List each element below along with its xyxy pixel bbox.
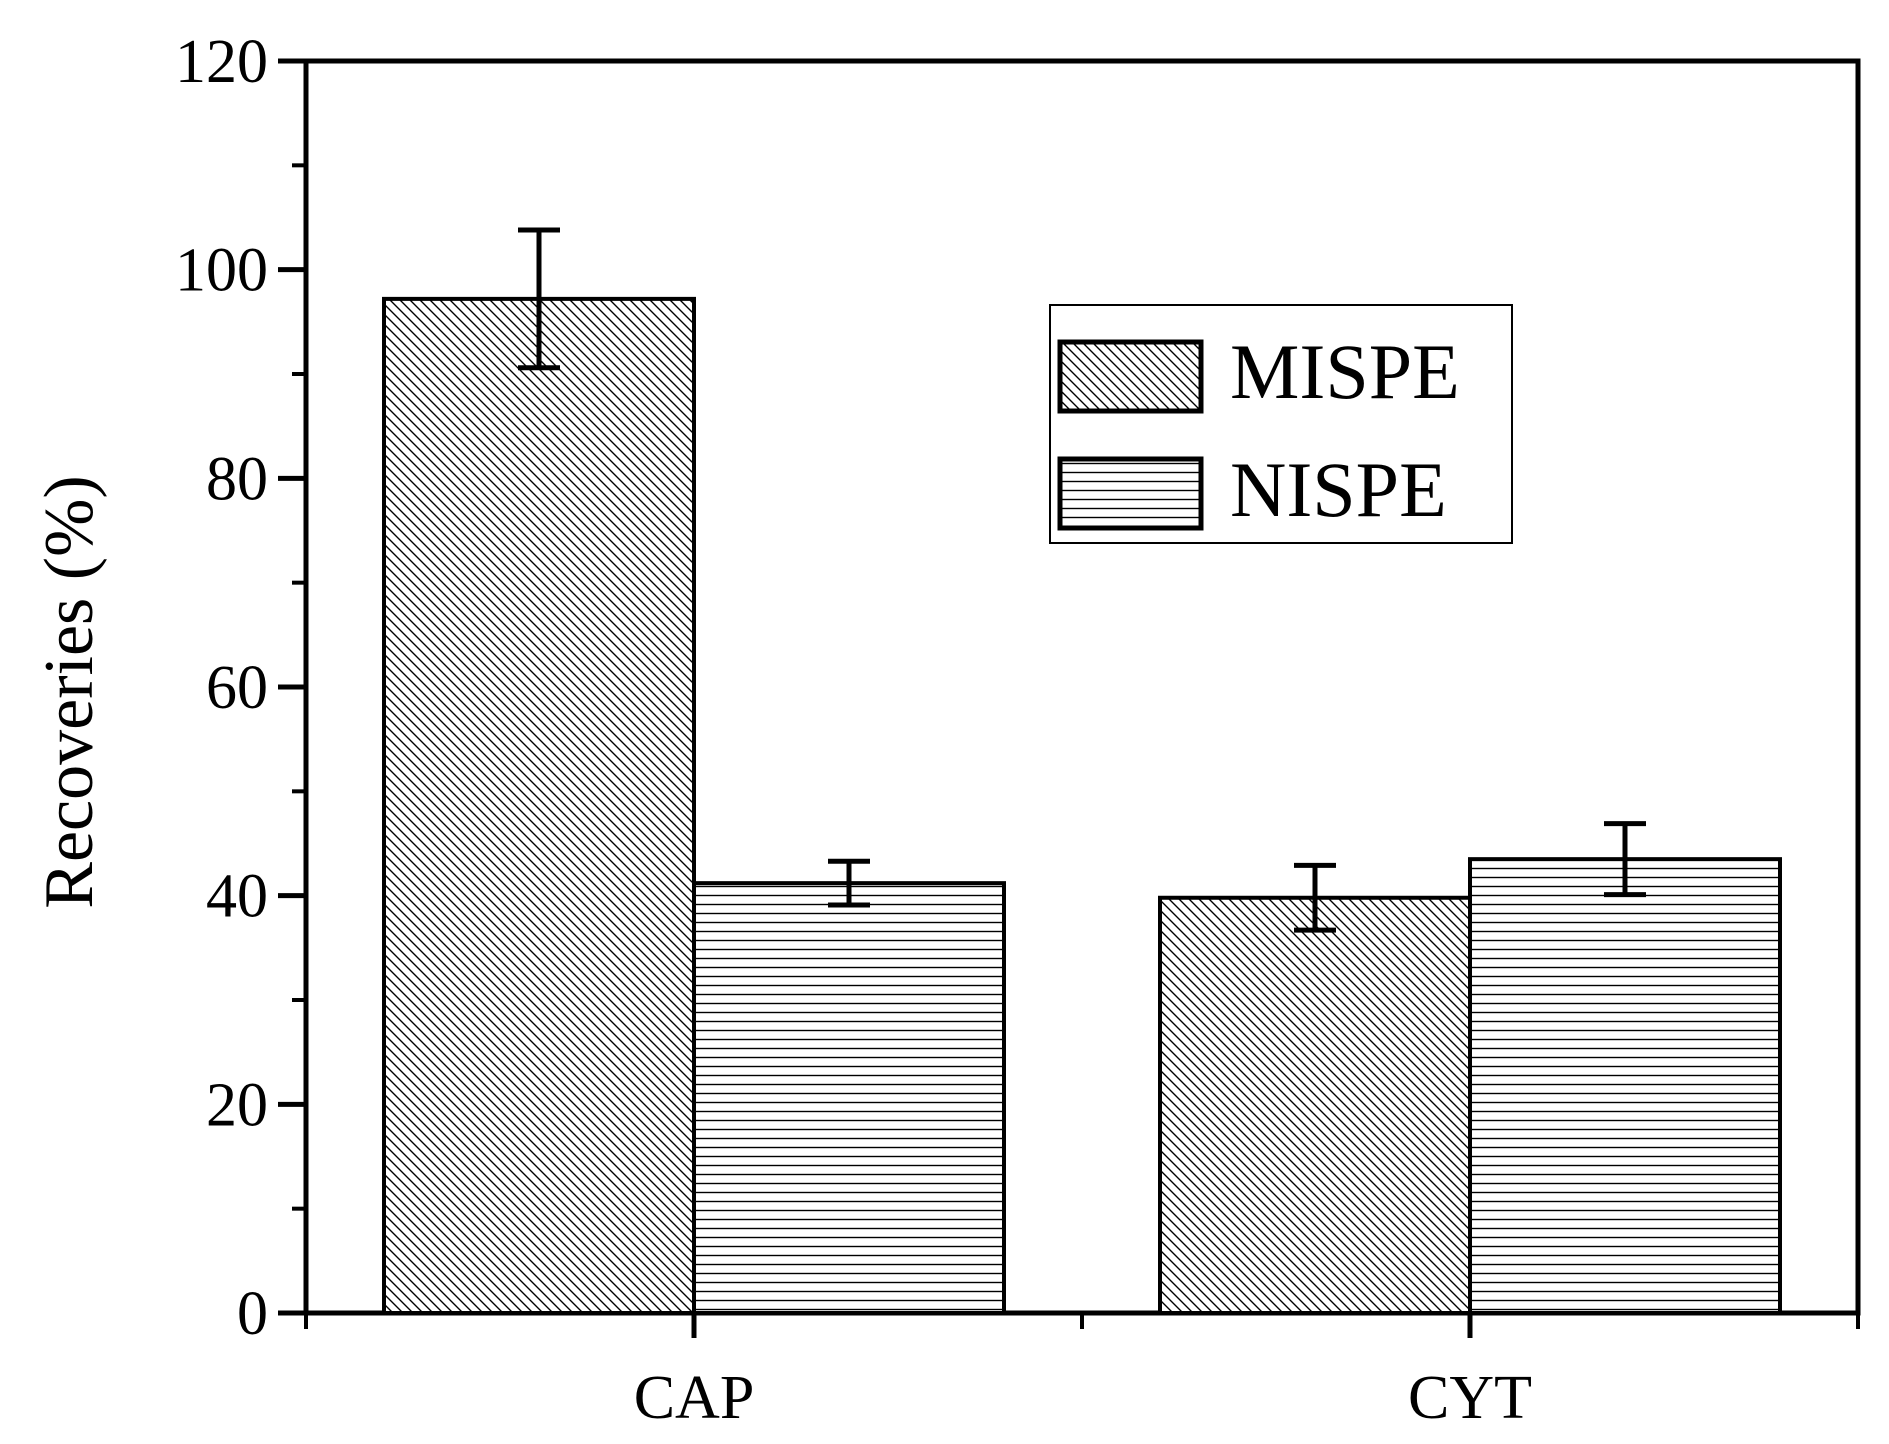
legend: MISPE NISPE xyxy=(1049,304,1513,544)
y-tick-label: 40 xyxy=(206,863,268,931)
y-tick-label: 80 xyxy=(206,445,268,513)
y-axis: 0 20 40 60 80 100 120 xyxy=(175,28,306,1348)
y-tick-label: 20 xyxy=(206,1071,268,1139)
legend-swatch-nispe xyxy=(1057,456,1204,531)
y-axis-title: Recoveries (%) xyxy=(31,475,108,908)
bar-mispe-cap xyxy=(382,296,696,1315)
legend-label-mispe: MISPE xyxy=(1230,328,1460,415)
bar-mispe-cyt xyxy=(1158,895,1472,1316)
legend-swatch-mispe xyxy=(1057,339,1204,414)
legend-label-nispe: NISPE xyxy=(1230,446,1447,533)
y-tick-label: 0 xyxy=(237,1280,268,1348)
x-axis: CAP CYT xyxy=(304,1313,1860,1432)
x-tick-label-cyt: CYT xyxy=(1408,1364,1532,1432)
bars xyxy=(382,296,1782,1316)
y-tick-label: 120 xyxy=(175,28,268,96)
x-tick-label-cap: CAP xyxy=(634,1364,755,1432)
y-tick-label: 60 xyxy=(206,654,268,722)
y-tick-label: 100 xyxy=(175,237,268,305)
bar-nispe-cap xyxy=(692,881,1006,1315)
bar-nispe-cyt xyxy=(1468,857,1782,1316)
error-bars xyxy=(518,227,1646,933)
